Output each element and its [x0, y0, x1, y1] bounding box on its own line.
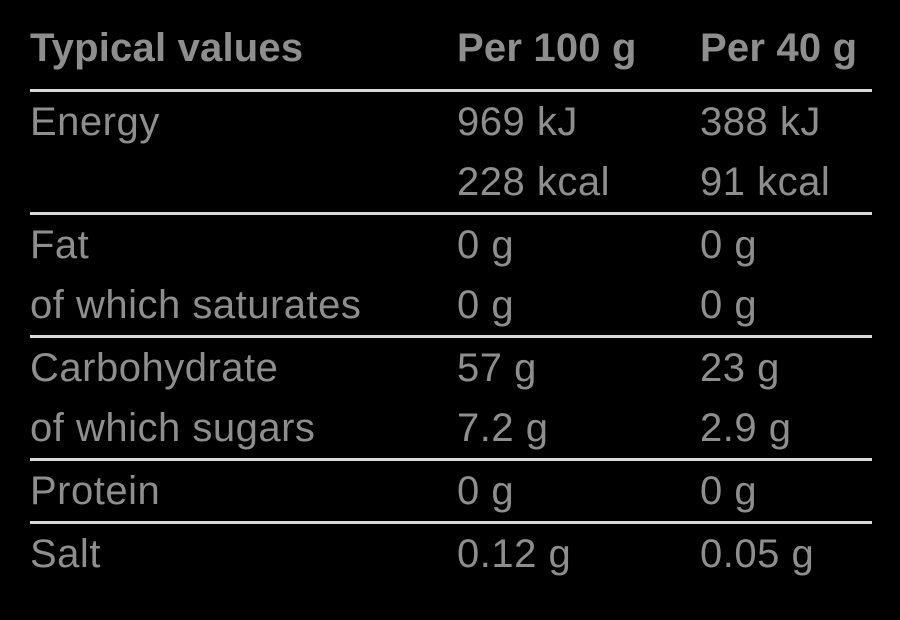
row-value-per-40g: 0.05 g: [700, 531, 815, 576]
table-row-protein: Protein 0 g 0 g: [0, 461, 872, 521]
row-value-per-40g: 388 kJ: [700, 99, 821, 144]
table-row-carbohydrate: Carbohydrate 57 g 23 g: [0, 338, 872, 398]
row-value-per-100g: 0.12 g: [457, 531, 572, 576]
table-row-energy-kj: Energy 969 kJ 388 kJ: [0, 92, 872, 152]
header-typical-values: Typical values: [30, 25, 304, 70]
row-label: of which sugars: [30, 405, 316, 450]
divider-after-energy: [30, 212, 872, 215]
divider-after-header: [30, 89, 872, 92]
row-label: Fat: [30, 222, 90, 267]
row-value-per-40g: 2.9 g: [700, 405, 792, 450]
row-value-per-100g: 228 kcal: [457, 159, 610, 204]
row-label: Salt: [30, 531, 101, 576]
row-label: Energy: [30, 99, 160, 144]
row-label: Protein: [30, 468, 161, 513]
row-label: Carbohydrate: [30, 345, 279, 390]
header-per-100g: Per 100 g: [457, 25, 637, 70]
row-value-per-40g: 0 g: [700, 282, 758, 327]
row-value-per-100g: 57 g: [457, 345, 537, 390]
row-value-per-100g: 0 g: [457, 222, 515, 267]
table-header-row: Typical values Per 100 g Per 40 g: [0, 24, 872, 72]
row-value-per-40g: 23 g: [700, 345, 780, 390]
divider-after-fat: [30, 335, 872, 338]
row-value-per-100g: 0 g: [457, 468, 515, 513]
row-value-per-40g: 0 g: [700, 222, 758, 267]
divider-after-protein: [30, 521, 872, 524]
row-value-per-40g: 91 kcal: [700, 159, 831, 204]
row-value-per-100g: 0 g: [457, 282, 515, 327]
table-row-energy-kcal: 228 kcal 91 kcal: [0, 152, 872, 212]
row-value-per-100g: 7.2 g: [457, 405, 549, 450]
table-row-sugars: of which sugars 7.2 g 2.9 g: [0, 398, 872, 458]
row-label: of which saturates: [30, 282, 362, 327]
header-per-40g: Per 40 g: [700, 25, 858, 70]
nutrition-facts-table: Typical values Per 100 g Per 40 g Energy…: [0, 24, 900, 620]
divider-after-carbohydrate: [30, 458, 872, 461]
table-row-fat: Fat 0 g 0 g: [0, 215, 872, 275]
table-row-salt: Salt 0.12 g 0.05 g: [0, 524, 872, 584]
row-value-per-100g: 969 kJ: [457, 99, 578, 144]
row-value-per-40g: 0 g: [700, 468, 758, 513]
table-row-saturates: of which saturates 0 g 0 g: [0, 275, 872, 335]
